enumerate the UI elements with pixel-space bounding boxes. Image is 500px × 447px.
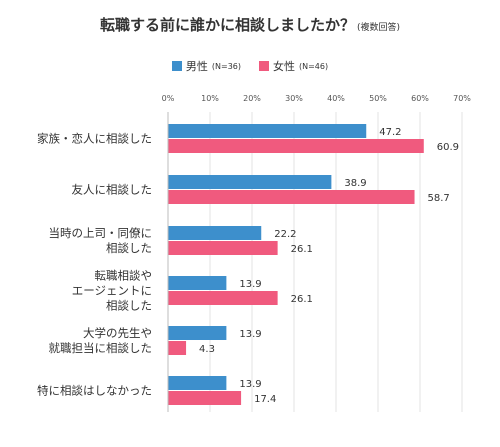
legend-label-male: 男性 <box>185 60 208 73</box>
legend-item-male: 男性 (N=36) <box>171 58 241 74</box>
category-label: 相談した <box>106 241 152 255</box>
legend-label-female: 女性 <box>273 60 295 73</box>
legend-n-female: (N=46) <box>299 61 329 71</box>
category-label: 特に相談はしなかった <box>37 384 152 398</box>
bar-female <box>168 139 424 153</box>
bar-male <box>168 376 227 390</box>
data-label: 26.1 <box>291 294 313 305</box>
data-label: 47.2 <box>379 127 401 138</box>
category-label: 相談した <box>106 299 152 313</box>
data-label: 17.4 <box>254 394 276 405</box>
legend-item-female: 女性 (N=46) <box>259 58 328 74</box>
bar-female <box>168 291 278 305</box>
bar-male <box>168 326 227 340</box>
data-label: 38.9 <box>344 178 366 189</box>
category-label: 転職相談や <box>95 269 153 283</box>
category-label: 当時の上司・同僚に <box>49 226 153 240</box>
x-tick-label: 50% <box>369 94 387 103</box>
x-tick-label: 70% <box>453 94 471 103</box>
x-tick-label: 60% <box>411 94 429 103</box>
data-label: 13.9 <box>239 379 261 390</box>
bar-male <box>168 175 332 189</box>
data-label: 4.3 <box>199 344 215 355</box>
bar-male <box>168 124 367 138</box>
category-label: 友人に相談した <box>72 183 153 197</box>
chart-title: 転職する前に誰かに相談しましたか？ (複数回答) <box>0 14 500 35</box>
legend: 男性 (N=36) 女性 (N=46) <box>0 58 500 74</box>
chart-title-text: 転職する前に誰かに相談しましたか？ <box>99 16 355 34</box>
data-label: 60.9 <box>437 142 459 153</box>
category-label: エージェントに <box>72 284 152 298</box>
data-label: 13.9 <box>239 329 261 340</box>
data-label: 58.7 <box>428 193 450 204</box>
category-label: 大学の先生や <box>83 326 152 340</box>
bar-female <box>168 190 415 204</box>
category-label: 就職担当に相談した <box>49 341 153 355</box>
bar-female <box>168 241 278 255</box>
x-tick-label: 20% <box>243 94 261 103</box>
data-label: 22.2 <box>274 229 296 240</box>
chart-subtitle: (複数回答) <box>356 23 401 33</box>
bar-male <box>168 276 227 290</box>
x-tick-label: 30% <box>285 94 303 103</box>
legend-n-male: (N=36) <box>211 61 241 71</box>
bar-male <box>168 226 262 240</box>
x-tick-label: 40% <box>327 94 345 103</box>
bar-female <box>168 391 242 405</box>
x-tick-label: 0% <box>162 94 175 103</box>
legend-swatch-female <box>259 61 269 71</box>
category-label: 家族・恋人に相談した <box>37 132 152 146</box>
data-label: 13.9 <box>239 279 261 290</box>
legend-swatch-male <box>171 61 182 71</box>
data-label: 26.1 <box>291 244 313 255</box>
bar-female <box>168 341 187 355</box>
x-tick-label: 10% <box>201 94 219 103</box>
